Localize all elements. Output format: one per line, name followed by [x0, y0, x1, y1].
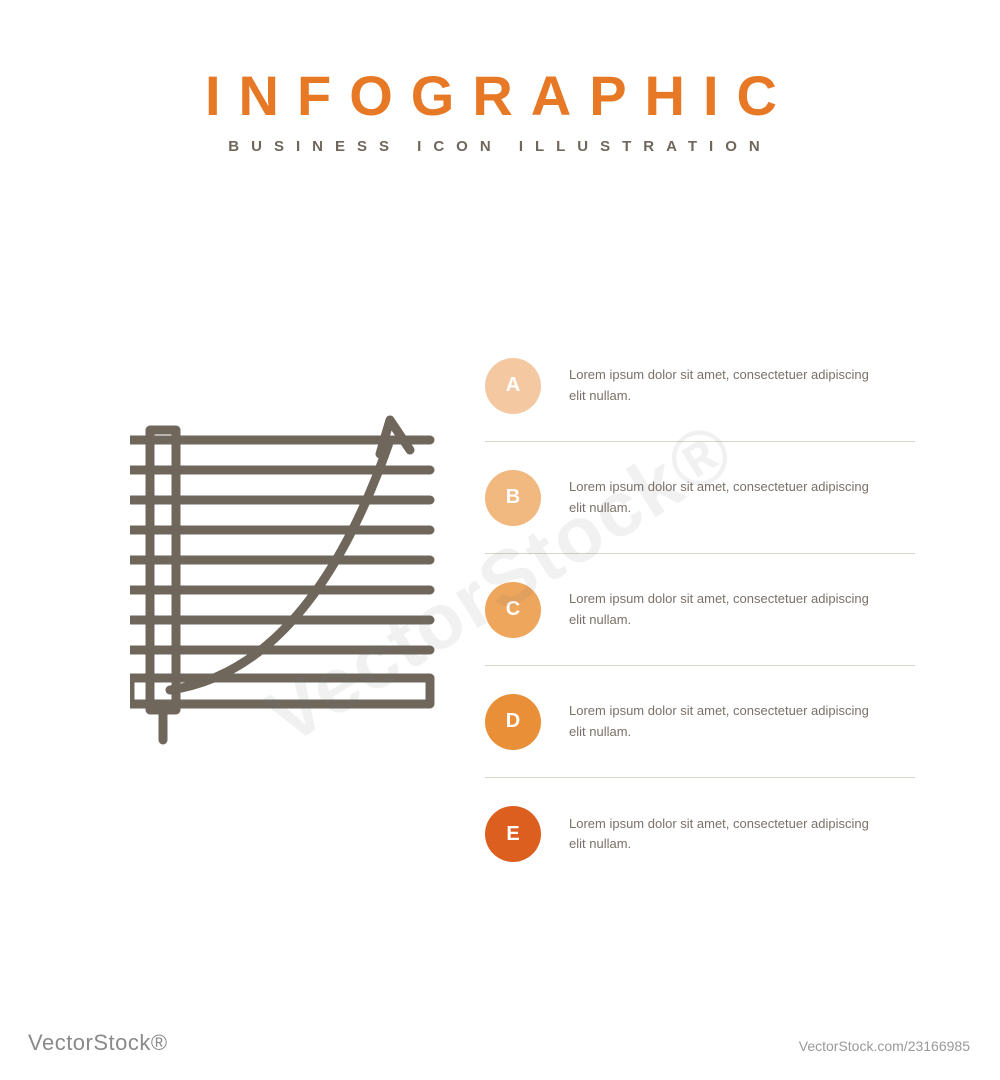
step-item: D Lorem ipsum dolor sit amet, consectetue…: [485, 666, 915, 778]
growth-chart-icon: [130, 410, 450, 750]
footer-brand: VectorStock®: [28, 1030, 168, 1056]
step-text: Lorem ipsum dolor sit amet, consectetuer…: [569, 589, 889, 629]
step-item: A Lorem ipsum dolor sit amet, consectetue…: [485, 330, 915, 442]
step-text: Lorem ipsum dolor sit amet, consectetuer…: [569, 365, 889, 405]
step-badge: A: [485, 358, 541, 414]
step-item: C Lorem ipsum dolor sit amet, consectetue…: [485, 554, 915, 666]
page-subtitle: BUSINESS ICON ILLUSTRATION: [0, 138, 1000, 155]
step-item: E Lorem ipsum dolor sit amet, consectetue…: [485, 778, 915, 890]
steps-list: A Lorem ipsum dolor sit amet, consectetue…: [485, 330, 915, 890]
content-area: A Lorem ipsum dolor sit amet, consectetue…: [0, 330, 1000, 930]
step-badge: B: [485, 470, 541, 526]
page-title: INFOGRAPHIC: [0, 68, 1000, 124]
step-text: Lorem ipsum dolor sit amet, consectetuer…: [569, 814, 889, 854]
header: INFOGRAPHIC BUSINESS ICON ILLUSTRATION: [0, 0, 1000, 155]
step-badge: C: [485, 582, 541, 638]
step-badge: E: [485, 806, 541, 862]
step-item: B Lorem ipsum dolor sit amet, consectetue…: [485, 442, 915, 554]
step-text: Lorem ipsum dolor sit amet, consectetuer…: [569, 477, 889, 517]
step-badge: D: [485, 694, 541, 750]
step-text: Lorem ipsum dolor sit amet, consectetuer…: [569, 701, 889, 741]
footer-id: VectorStock.com/23166985: [799, 1038, 970, 1054]
